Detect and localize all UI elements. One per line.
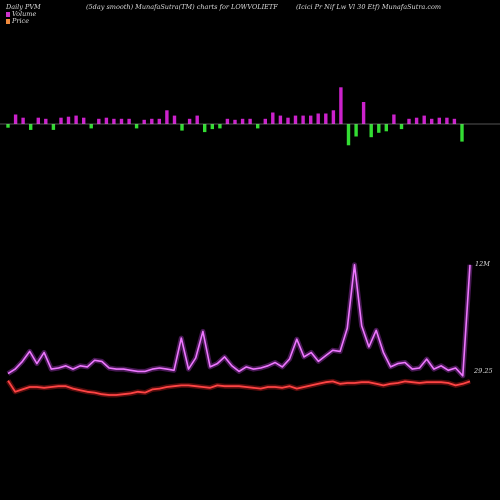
legend-volume: Volume <box>6 10 36 18</box>
volume-bar <box>286 117 290 124</box>
legend-volume-swatch <box>6 11 10 17</box>
volume-bar <box>339 87 343 125</box>
volume-bar <box>460 124 464 142</box>
volume-bar <box>384 124 388 132</box>
volume-bar <box>248 118 252 125</box>
volume-bar <box>134 124 139 129</box>
volume-bar <box>361 102 366 125</box>
volume-bar <box>225 118 230 125</box>
legend-price-swatch <box>6 18 10 24</box>
volume-bar <box>112 118 116 125</box>
chart-header-right: (Icici Pr Nif Lw Vl 30 Etf) MunafaSutra.… <box>296 3 442 11</box>
legend-price: Price <box>6 17 29 25</box>
volume-bar <box>157 118 161 125</box>
volume-line <box>7 263 471 377</box>
volume-bar <box>89 124 93 129</box>
legend-price-label: Price <box>12 17 30 25</box>
volume-bar <box>180 124 184 131</box>
volume-bar <box>74 115 78 124</box>
volume-bar <box>240 118 245 125</box>
volume-bar <box>97 118 101 125</box>
volume-bar <box>142 119 146 124</box>
volume-bar <box>6 124 10 128</box>
legend-volume-label: Volume <box>12 10 37 18</box>
volume-bar <box>36 117 40 124</box>
volume-bar <box>324 113 328 124</box>
volume-bar <box>127 118 131 125</box>
volume-bar <box>203 124 207 133</box>
volume-bar <box>233 119 237 124</box>
volume-bar <box>369 124 373 138</box>
volume-bar <box>21 117 25 124</box>
volume-bar <box>414 117 419 124</box>
volume-bar <box>354 124 358 137</box>
volume-bar <box>150 118 154 125</box>
volume-bar <box>210 124 214 130</box>
volume-bar <box>195 115 199 124</box>
volume-bar <box>51 124 56 130</box>
volume-bar <box>256 124 260 129</box>
volume-bars <box>6 87 464 146</box>
price-end-label: 29.25 <box>473 367 493 375</box>
volume-bar <box>301 115 305 124</box>
volume-bar <box>392 114 396 124</box>
volume-bar <box>452 118 457 125</box>
price-line <box>7 380 471 396</box>
volume-bar <box>165 110 169 124</box>
volume-bar <box>13 114 18 124</box>
volume-end-label: 12M <box>475 260 490 268</box>
chart-header-left: Daily PVM <box>6 3 41 11</box>
volume-bar <box>119 118 124 125</box>
volume-bar <box>172 115 177 124</box>
volume-line-glow <box>6 262 473 379</box>
volume-bar <box>293 115 298 124</box>
volume-bar <box>278 115 283 124</box>
volume-bar <box>445 117 449 124</box>
volume-bar <box>66 116 71 124</box>
volume-bar <box>82 117 86 124</box>
volume-bar <box>59 117 63 124</box>
volume-bar <box>430 118 434 125</box>
volume-bar <box>316 113 320 124</box>
volume-bar <box>437 117 441 124</box>
volume-bar <box>187 118 192 125</box>
chart-header-title: (5day smooth) MunafaSutra(TM) charts for… <box>86 3 278 11</box>
volume-bar <box>407 118 411 125</box>
volume-bar <box>377 124 381 133</box>
volume-bar <box>331 110 336 124</box>
volume-bar <box>399 124 404 130</box>
volume-bar <box>346 124 351 146</box>
volume-bar <box>309 115 313 124</box>
volume-bar <box>271 112 275 125</box>
volume-bar <box>422 115 426 124</box>
volume-bar <box>218 124 222 129</box>
volume-bar <box>263 118 267 125</box>
volume-bar <box>44 118 48 125</box>
volume-bar <box>29 124 33 130</box>
volume-bar <box>104 117 109 124</box>
